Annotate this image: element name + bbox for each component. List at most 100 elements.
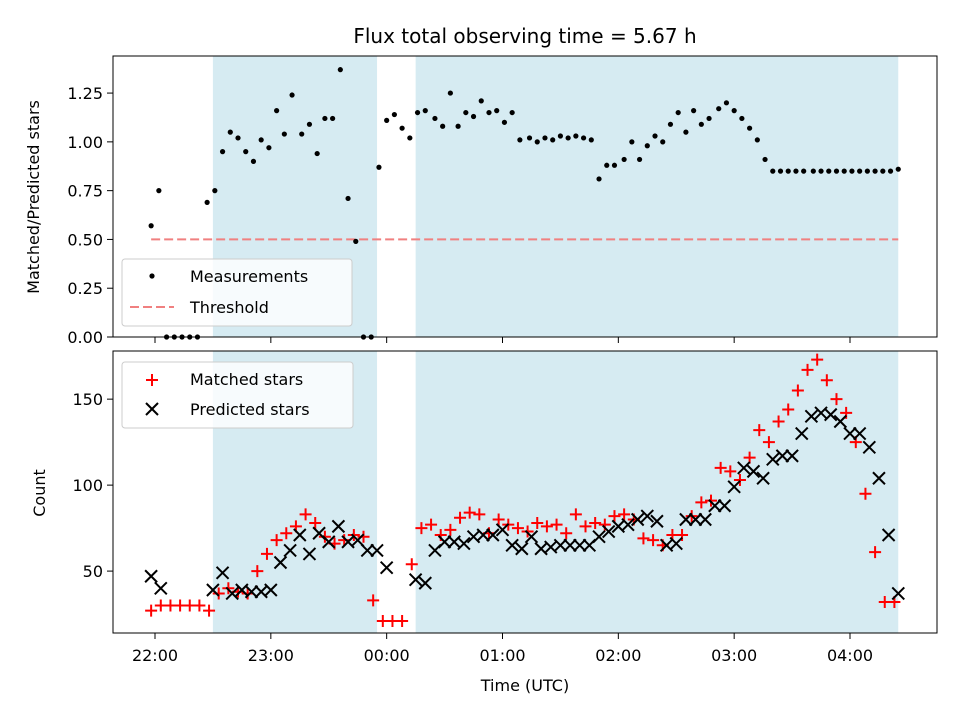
predicted-stars-point [215,566,230,580]
predicted-stars-point [862,440,877,455]
matched-stars-point [801,363,814,376]
matched-stars-point [280,527,293,540]
predicted-stars-point [833,414,848,429]
matched-stars-point [772,415,785,428]
matched-stars-point [492,513,505,526]
predicted-stars-point [418,576,432,590]
predicted-stars-point [804,409,819,424]
predicted-stars-point [795,426,809,441]
matched-stars-point [251,565,264,578]
measurement-point [580,135,587,141]
matched-stars-point [299,508,312,521]
predicted-stars-point [650,514,664,528]
matched-stars-point [589,516,602,529]
matched-stars-point [145,604,158,617]
top-y-tick-label: 0.25 [67,279,103,298]
matched-stars-point [859,487,872,500]
measurement-point [793,168,799,174]
measurement-point [517,137,523,143]
predicted-stars-point [823,407,838,422]
measurement-point [299,131,305,137]
top-legend-box [121,258,353,327]
measurement-point [683,129,689,135]
matched-stars-point [357,530,370,543]
measurement-point [322,115,328,122]
measurement-point [754,137,760,143]
measurement-point [399,125,405,131]
predicted-stars-point [891,586,905,601]
measurement-point [573,133,579,139]
matched-stars-point [820,374,833,387]
measurement-point [407,135,413,141]
bottom-y-axis-label: Count [30,469,49,517]
matched-stars-point [309,516,322,529]
measurement-point [770,168,776,174]
predicted-stars-point [524,529,539,544]
measurement-point [391,111,397,118]
matched-stars-point [396,614,409,627]
matched-stars-point [830,393,843,406]
matched-stars-point [618,508,631,521]
predicted-stars-point [283,543,297,558]
measurement-point [486,109,492,116]
measurement-point [604,162,610,168]
predicted-stars-point [273,555,288,570]
predicted-stars-point [505,538,519,553]
measurement-point [432,115,438,122]
top-y-tick-label: 1.00 [67,133,103,152]
predicted-stars-point [698,512,712,527]
matched-stars-point [338,534,351,547]
predicted-stars-point [264,583,278,597]
matched-stars-point [733,473,746,486]
measurement-point [557,133,564,139]
measurement-point [731,108,737,114]
measurement-point [675,109,681,116]
measurement-point [660,139,666,145]
predicted-stars-point [766,452,780,467]
legend-predicted-marker [145,402,159,416]
matched-stars-point [473,508,486,521]
predicted-stars-point [457,536,471,551]
measurement-point [636,156,643,163]
measurement-point [534,139,540,145]
legend-matched-marker [146,374,158,386]
matched-stars-point [550,518,563,531]
measurement-point [384,117,390,123]
measurement-point [785,168,791,174]
measurement-point [353,238,359,244]
measurement-point [857,168,863,174]
bottom-legend: Matched stars Predicted stars [121,361,354,429]
matched-stars-point [714,461,727,474]
predicted-stars-point [640,509,654,523]
measurement-point [156,188,162,194]
measurement-point [455,123,461,129]
x-tick-label: 03:00 [711,646,757,665]
predicted-stars-point [360,543,375,558]
predicted-stars-point [785,449,799,463]
x-axis-label: Time (UTC) [480,676,569,695]
predicted-stars-point [495,523,510,537]
predicted-stars-point [144,569,158,583]
x-tick-label: 23:00 [248,646,294,665]
measurement-point [849,168,855,174]
predicted-stars-point [601,524,616,539]
matched-stars-point [695,496,708,509]
matched-stars-point [762,436,775,449]
matched-stars-point [454,511,467,524]
measurement-point [652,133,658,139]
predicted-stars-point [515,542,529,556]
x-tick-label: 01:00 [479,646,525,665]
predicted-stars-point [244,585,259,599]
top-y-tick-label: 0.50 [67,230,103,249]
predicted-stars-point [293,528,307,542]
measurement-point [243,149,249,155]
measurement-point [747,125,753,131]
matched-stars-point [540,520,553,533]
measurement-point [470,113,477,120]
predicted-stars-point [322,535,336,549]
predicted-stars-point [679,512,693,527]
predicted-stars-point [476,528,490,542]
matched-stars-point [212,587,225,600]
predicted-stars-point [437,535,452,549]
bottom-axes-frame [112,350,938,634]
